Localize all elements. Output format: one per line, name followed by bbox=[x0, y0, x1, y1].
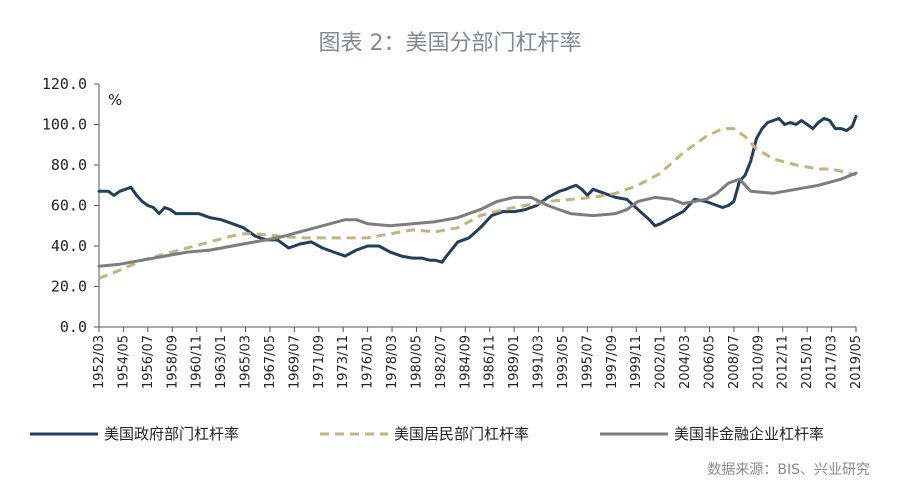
legend: 美国政府部门杠杆率 美国居民部门杠杆率 美国非金融企业杠杆率 bbox=[30, 425, 824, 443]
x-tick-label: 1969/07 bbox=[287, 335, 302, 389]
x-tick-label: 1989/01 bbox=[507, 335, 522, 389]
series-line-2 bbox=[97, 171, 858, 268]
y-tick-label: 120.0 bbox=[42, 75, 87, 93]
x-tick-label: 1976/01 bbox=[361, 335, 376, 389]
legend-label-1: 美国居民部门杠杆率 bbox=[394, 425, 529, 443]
x-tick-label: 1995/07 bbox=[580, 335, 595, 389]
x-tick-label: 1978/03 bbox=[385, 335, 400, 389]
x-tick-label: 1954/05 bbox=[116, 335, 131, 389]
y-tick-label: 40.0 bbox=[51, 237, 87, 255]
x-tick-label: 2004/03 bbox=[678, 335, 693, 389]
x-tick-label: 2008/07 bbox=[727, 335, 742, 389]
x-tick-label: 1997/09 bbox=[605, 335, 620, 389]
legend-label-2: 美国非金融企业杠杆率 bbox=[674, 425, 824, 443]
series-line-1 bbox=[98, 127, 857, 280]
y-tick-label: 0.0 bbox=[60, 318, 87, 336]
x-tick-label: 1952/03 bbox=[92, 335, 107, 389]
unit-label: % bbox=[108, 91, 122, 109]
x-tick-label: 1982/07 bbox=[434, 335, 449, 389]
source-note: 数据来源：BIS、兴业研究 bbox=[707, 462, 870, 478]
x-tick-label: 1984/09 bbox=[458, 335, 473, 389]
x-tick-label: 2019/05 bbox=[849, 335, 864, 389]
x-axis: 1952/03 1954/05 1956/07 1958/09 1960/11 1963/… bbox=[92, 326, 864, 389]
x-tick-label: 1963/01 bbox=[214, 335, 229, 389]
x-tick-label: 1960/11 bbox=[190, 335, 205, 389]
series-layer bbox=[97, 114, 858, 280]
x-tick-label: 1999/11 bbox=[629, 335, 644, 389]
x-tick-label: 1965/03 bbox=[239, 335, 254, 389]
x-tick-label: 2015/01 bbox=[800, 335, 815, 389]
x-tick-label: 1967/05 bbox=[263, 335, 278, 389]
chart-title: 图表 2：美国分部门杠杆率 bbox=[319, 31, 582, 56]
x-tick-label: 1973/11 bbox=[336, 335, 351, 389]
y-tick-label: 100.0 bbox=[42, 116, 87, 134]
x-tick-label: 2012/11 bbox=[776, 335, 791, 389]
x-tick-label: 2002/01 bbox=[654, 335, 669, 389]
x-tick-label: 1958/09 bbox=[165, 335, 180, 389]
x-tick-label: 1971/09 bbox=[312, 335, 327, 389]
y-axis: 0.0 20.0 40.0 60.0 80.0 100.0 120.0 bbox=[42, 75, 100, 336]
legend-label-0: 美国政府部门杠杆率 bbox=[104, 425, 239, 443]
x-tick-label: 2006/05 bbox=[702, 335, 717, 389]
x-tick-label: 1991/03 bbox=[532, 335, 547, 389]
series-line-0 bbox=[97, 114, 858, 264]
y-tick-label: 80.0 bbox=[51, 156, 87, 174]
x-tick-label: 2010/09 bbox=[751, 335, 766, 389]
y-tick-label: 20.0 bbox=[51, 278, 87, 296]
x-tick-label: 1956/07 bbox=[141, 335, 156, 389]
y-tick-label: 60.0 bbox=[51, 197, 87, 215]
x-tick-label: 1986/11 bbox=[483, 335, 498, 389]
x-tick-label: 1993/05 bbox=[556, 335, 571, 389]
x-tick-label: 2017/03 bbox=[825, 335, 840, 389]
x-tick-label: 1980/05 bbox=[409, 335, 424, 389]
